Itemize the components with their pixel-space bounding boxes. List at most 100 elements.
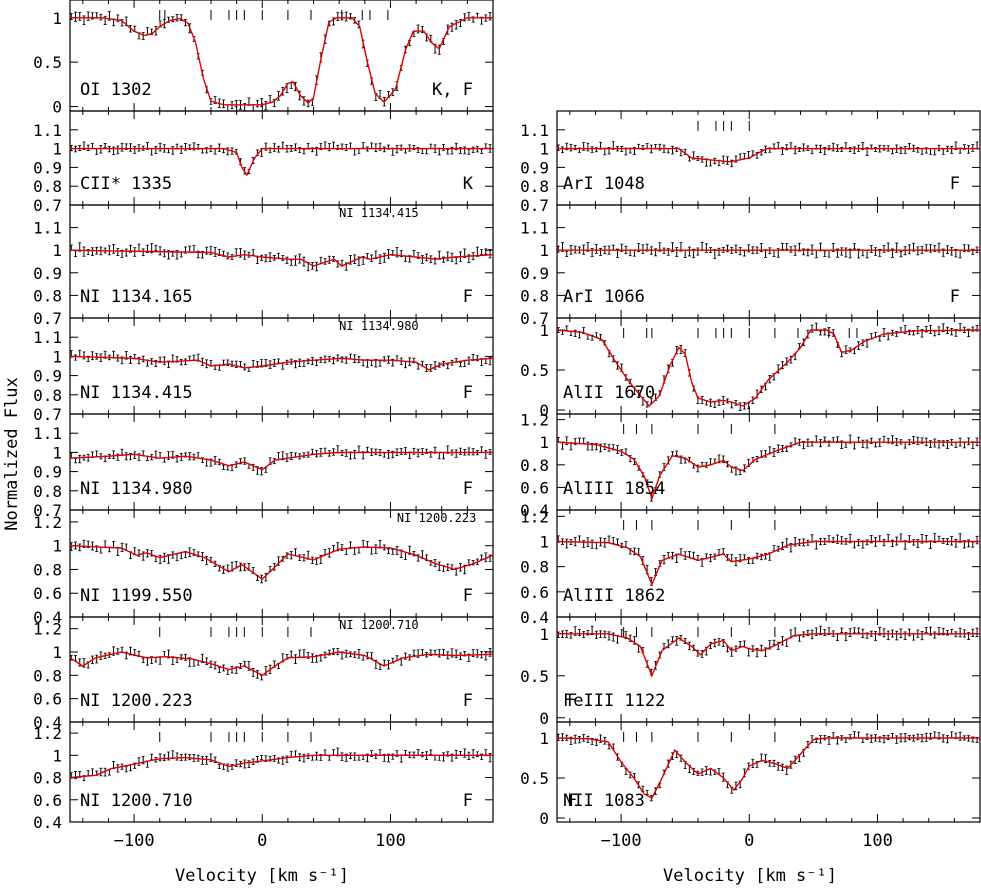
y-tick-label: 0.9 xyxy=(33,463,62,482)
model-line xyxy=(69,545,494,580)
model-line xyxy=(70,17,493,106)
y-tick-label: 1 xyxy=(539,241,549,260)
ion-label: OI 1302 xyxy=(80,80,152,100)
y-tick-label: 1.1 xyxy=(33,219,62,238)
panel-aliii-1862: 0.4 0.6 0.8 1 1.2 AlIII 1862 xyxy=(520,507,981,627)
y-tick-label: 0.8 xyxy=(520,286,549,305)
y-tick-label: 1 xyxy=(539,532,549,551)
flag-label: K xyxy=(463,174,474,194)
y-tick-label: 0.4 xyxy=(520,608,549,627)
flag-label: F xyxy=(950,287,960,307)
x-tick-label: 100 xyxy=(375,831,406,851)
flag-label: K, F xyxy=(432,80,473,100)
panel-ni-1200.223: 0.4 0.6 0.8 1 1.2 NI 1200.223 F NI 1200.710 xyxy=(33,616,494,732)
y-tick-label: 0.6 xyxy=(33,791,62,810)
ion-label: NI 1199.550 xyxy=(80,586,193,606)
y-tick-label: 0.8 xyxy=(33,482,62,501)
ion-label: AlIII 1854 xyxy=(563,479,665,499)
ion-label: ArI 1048 xyxy=(563,174,645,194)
y-tick-label: 0.4 xyxy=(33,608,62,627)
x-tick-label: −100 xyxy=(114,831,155,851)
y-tick-label: 0.8 xyxy=(33,286,62,305)
y-tick-label: 0.4 xyxy=(33,713,62,732)
y-tick-label: 1.2 xyxy=(520,411,549,430)
y-tick-label: 0.7 xyxy=(33,405,62,424)
y-tick-label: 0.9 xyxy=(33,158,62,177)
ion-label: NI 1134.415 xyxy=(80,383,193,403)
model-line xyxy=(556,441,980,501)
blend-note: NI 1200.710 xyxy=(339,618,418,632)
y-tick-label: 1 xyxy=(52,9,62,28)
y-tick-label: 0.4 xyxy=(33,813,62,832)
ion-label: AlII 1670 xyxy=(563,383,655,403)
y-tick-label: 0.6 xyxy=(520,583,549,602)
y-tick-label: 1.1 xyxy=(520,219,549,238)
model-line xyxy=(69,651,494,677)
y-tick-label: 0.9 xyxy=(520,158,549,177)
model-line xyxy=(557,147,980,163)
y-tick-label: 0.6 xyxy=(33,584,62,603)
y-tick-label: 0.9 xyxy=(33,367,62,386)
y-tick-label: 0.6 xyxy=(33,690,62,709)
y-tick-label: 1 xyxy=(539,433,549,452)
y-tick-label: 0 xyxy=(52,98,62,117)
flag-label: F xyxy=(463,287,473,307)
flag-label: F xyxy=(463,691,473,711)
ion-label: AlIII 1862 xyxy=(563,586,665,606)
y-tick-label: 0.6 xyxy=(520,478,549,497)
y-tick-label: 1 xyxy=(52,643,62,662)
y-tick-label: 0.8 xyxy=(33,560,62,579)
ion-label: ArI 1066 xyxy=(563,287,645,307)
y-tick-label: 1.2 xyxy=(33,620,62,639)
y-tick-label: 0.7 xyxy=(33,196,62,215)
y-tick-label: 0.8 xyxy=(33,177,62,196)
y-tick-label: 0.9 xyxy=(520,264,549,283)
panel-frame xyxy=(69,721,494,823)
y-tick-label: 0.8 xyxy=(33,769,62,788)
x-axis-label-left: Velocity [km s⁻¹] xyxy=(175,866,349,886)
panel-ari-1066: 0.7 0.8 0.9 1 1.1 ArI 1066 F xyxy=(520,204,981,328)
blend-note: NI 1134.980 xyxy=(339,319,418,333)
x-tick-label: 0 xyxy=(257,831,267,851)
model-line xyxy=(556,540,980,587)
y-tick-label: 0.8 xyxy=(33,666,62,685)
ion-label: NI 1200.710 xyxy=(80,791,193,811)
y-tick-label: 1 xyxy=(52,537,62,556)
y-tick-label: 0.5 xyxy=(33,53,62,72)
model-line xyxy=(69,249,494,267)
y-tick-label: 0.4 xyxy=(520,501,549,520)
y-tick-label: 0.7 xyxy=(33,501,62,520)
y-tick-label: 1.1 xyxy=(33,424,62,443)
panel-ni-1199.550: 0.4 0.6 0.8 1 1.2 NI 1199.550 F NI 1200.223 xyxy=(33,509,494,627)
ion-label: NI 1134.980 xyxy=(80,479,193,499)
y-tick-label: 1 xyxy=(539,140,549,159)
panel-ari-1048: 0.70.80.911.1 ArI 1048 F xyxy=(520,110,981,215)
ion-label: NI 1200.223 xyxy=(80,691,193,711)
panel-alii-1670: 0 0.5 1 AlII 1670 xyxy=(520,317,981,420)
ion-label: CII* 1335 xyxy=(80,174,172,194)
model-line xyxy=(69,451,493,471)
y-axis-label: Normalized Flux xyxy=(2,377,22,531)
y-tick-label: 0.8 xyxy=(520,456,549,475)
y-tick-label: 0.7 xyxy=(33,309,62,328)
model-line xyxy=(69,355,494,371)
panel-ni-1134.415: 0.70.80.911.1 NI 1134.415 F NI 1134.980 xyxy=(33,317,494,424)
model-line xyxy=(556,329,981,408)
y-tick-label: 1 xyxy=(52,347,62,366)
panel-ciistar-1335: 0.70.80.911.1 CII* 1335 K xyxy=(33,110,494,215)
blend-note: NI 1200.223 xyxy=(397,511,476,525)
flag-label: F xyxy=(463,383,473,403)
panel-ni-1134.980: 0.70.80.911.1 NI 1134.980 F xyxy=(33,413,494,520)
y-tick-label: 1.2 xyxy=(33,724,62,743)
flag-label: F xyxy=(463,479,473,499)
blend-note: NI 1134.415 xyxy=(339,206,418,220)
y-tick-label: 0 xyxy=(539,709,549,728)
y-tick-label: 1 xyxy=(52,746,62,765)
y-tick-label: 1.1 xyxy=(33,121,62,140)
flag-label: F xyxy=(950,174,960,194)
y-tick-label: 0.7 xyxy=(520,309,549,328)
y-tick-label: 0.8 xyxy=(520,177,549,196)
